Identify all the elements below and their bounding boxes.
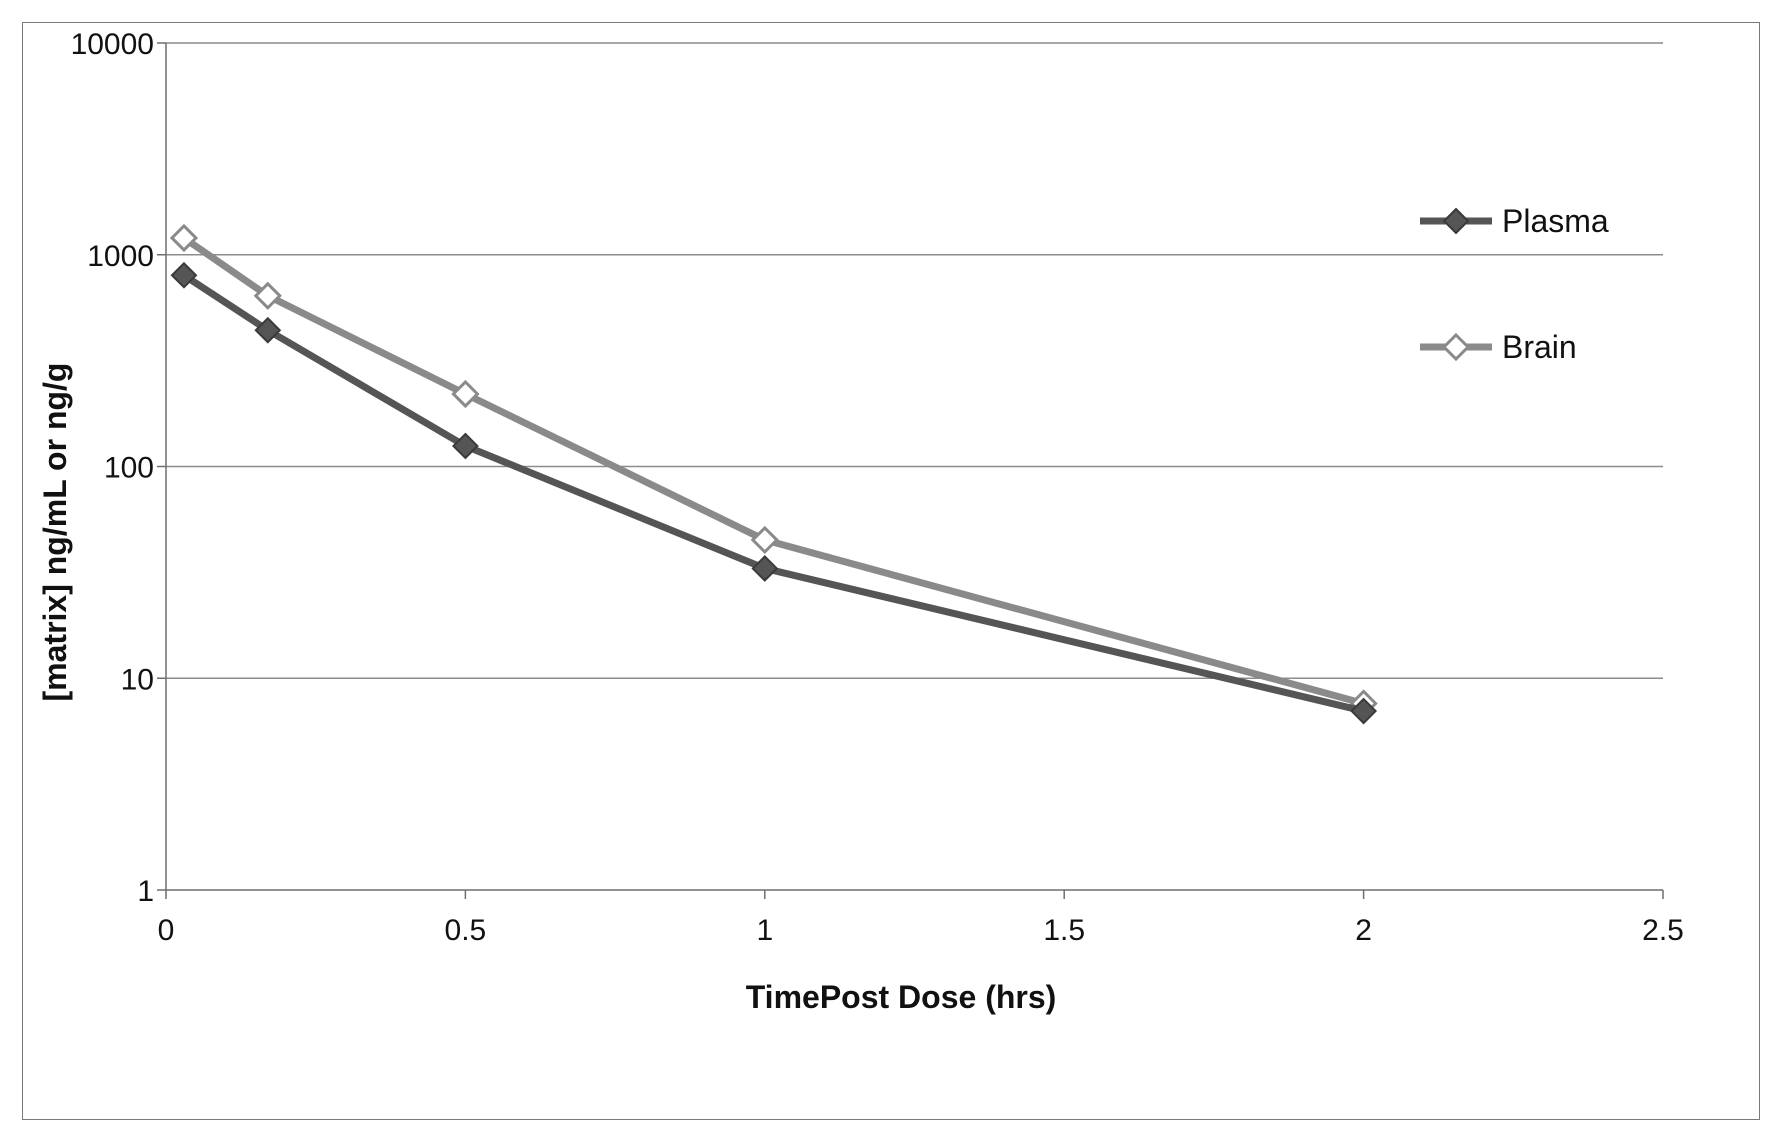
data-point-plasma bbox=[170, 261, 198, 289]
x-tick-label: 0.5 bbox=[445, 914, 487, 947]
y-tick-label: 10 bbox=[121, 663, 154, 696]
x-tick-label: 2 bbox=[1355, 914, 1372, 947]
legend-label-brain: Brain bbox=[1502, 329, 1577, 365]
data-point-brain bbox=[169, 223, 199, 253]
series-layer bbox=[169, 223, 1378, 725]
x-tick-label: 0 bbox=[158, 914, 175, 947]
y-axis-title: [matrix] ng/mL or ng/g bbox=[37, 363, 73, 702]
data-point-plasma bbox=[1350, 697, 1378, 725]
x-tick-label: 1 bbox=[756, 914, 773, 947]
y-tick-label: 1000 bbox=[87, 240, 154, 273]
series-line-brain bbox=[181, 235, 1365, 707]
legend-marker-plasma bbox=[1442, 207, 1470, 235]
legend-layer: Plasma Brain bbox=[1420, 203, 1609, 365]
y-tick-label: 1 bbox=[137, 875, 154, 908]
data-point-plasma bbox=[451, 432, 479, 460]
x-axis-title: TimePost Dose (hrs) bbox=[746, 979, 1057, 1015]
legend-label-plasma: Plasma bbox=[1502, 203, 1609, 239]
legend-marker-brain bbox=[1441, 332, 1471, 362]
x-tick-label: 2.5 bbox=[1642, 914, 1684, 947]
data-point-plasma bbox=[751, 555, 779, 582]
data-point-brain bbox=[750, 525, 779, 555]
data-point-plasma bbox=[254, 316, 282, 344]
y-tick-label: 10000 bbox=[71, 28, 154, 61]
x-tick-label: 1.5 bbox=[1043, 914, 1085, 947]
y-tick-label: 100 bbox=[104, 452, 154, 485]
data-point-brain bbox=[451, 379, 480, 409]
grid-layer bbox=[166, 42, 1663, 679]
data-point-brain bbox=[253, 281, 282, 310]
axes-layer: 1 10 100 1000 10000 0 0.5 1 1.5 2 2.5 bbox=[71, 28, 1684, 947]
